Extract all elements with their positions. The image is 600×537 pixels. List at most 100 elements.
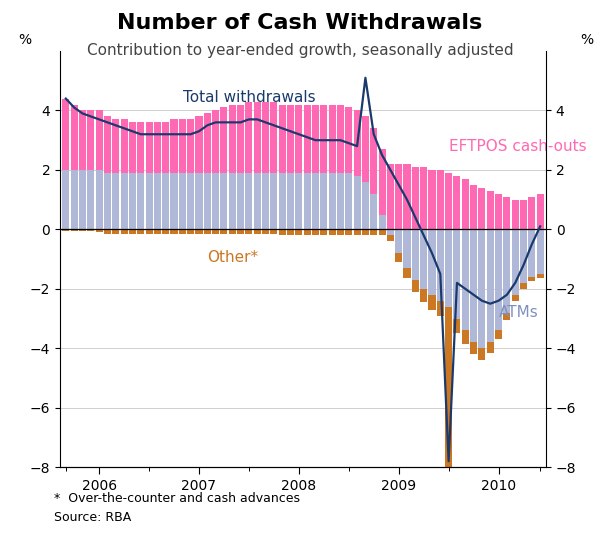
Text: Other*: Other* (207, 250, 258, 265)
Bar (428, 170, 436, 229)
Bar (121, 173, 128, 229)
Bar (454, 229, 460, 318)
Bar (345, 107, 352, 173)
Bar (353, 229, 361, 235)
Bar (129, 122, 136, 173)
Bar (220, 173, 227, 229)
Bar (262, 173, 269, 229)
Bar (470, 185, 477, 229)
Bar (395, 229, 402, 253)
Bar (395, 253, 402, 262)
Bar (295, 173, 302, 229)
Bar (520, 200, 527, 229)
Bar (403, 164, 410, 229)
Bar (362, 229, 369, 235)
Bar (71, 105, 77, 170)
Bar (121, 229, 128, 234)
Text: Contribution to year-ended growth, seasonally adjusted: Contribution to year-ended growth, seaso… (86, 43, 514, 58)
Bar (162, 122, 169, 173)
Bar (212, 111, 219, 173)
Text: %: % (580, 33, 593, 47)
Bar (146, 122, 152, 173)
Bar (420, 167, 427, 229)
Bar (278, 173, 286, 229)
Bar (112, 229, 119, 234)
Bar (170, 173, 178, 229)
Bar (287, 173, 294, 229)
Bar (536, 229, 544, 274)
Bar (320, 173, 328, 229)
Bar (362, 182, 369, 229)
Bar (312, 105, 319, 173)
Bar (278, 229, 286, 235)
Bar (104, 173, 111, 229)
Bar (529, 197, 535, 229)
Bar (512, 229, 519, 295)
Bar (137, 229, 144, 234)
Bar (520, 229, 527, 283)
Bar (536, 274, 544, 278)
Bar (495, 330, 502, 339)
Bar (428, 229, 436, 295)
Bar (237, 229, 244, 234)
Bar (212, 173, 219, 229)
Bar (495, 194, 502, 229)
Bar (254, 229, 261, 234)
Bar (353, 111, 361, 176)
Bar (320, 229, 328, 235)
Bar (304, 173, 311, 229)
Bar (512, 200, 519, 229)
Bar (146, 173, 152, 229)
Bar (154, 122, 161, 173)
Bar (445, 173, 452, 229)
Bar (370, 128, 377, 194)
Bar (204, 113, 211, 173)
Bar (104, 229, 111, 234)
Bar (121, 119, 128, 173)
Bar (278, 105, 286, 173)
Bar (437, 229, 444, 301)
Bar (437, 170, 444, 229)
Bar (529, 229, 535, 277)
Bar (179, 119, 186, 173)
Bar (312, 173, 319, 229)
Bar (162, 229, 169, 234)
Bar (196, 173, 203, 229)
Bar (220, 107, 227, 173)
Text: %: % (19, 33, 32, 47)
Bar (329, 173, 335, 229)
Bar (187, 229, 194, 234)
Bar (262, 229, 269, 234)
Bar (271, 229, 277, 234)
Bar (187, 173, 194, 229)
Bar (520, 283, 527, 289)
Bar (395, 164, 402, 229)
Bar (179, 173, 186, 229)
Bar (179, 229, 186, 234)
Bar (536, 194, 544, 229)
Bar (154, 229, 161, 234)
Bar (62, 99, 70, 170)
Text: EFTPOS cash-outs: EFTPOS cash-outs (449, 139, 586, 154)
Bar (204, 173, 211, 229)
Bar (87, 229, 94, 231)
Bar (137, 122, 144, 173)
Bar (112, 173, 119, 229)
Bar (170, 119, 178, 173)
Bar (162, 173, 169, 229)
Bar (487, 343, 494, 353)
Text: *  Over-the-counter and cash advances: * Over-the-counter and cash advances (54, 492, 300, 505)
Bar (503, 313, 511, 320)
Bar (454, 176, 460, 229)
Bar (129, 229, 136, 234)
Bar (262, 101, 269, 173)
Bar (454, 318, 460, 333)
Bar (462, 179, 469, 229)
Bar (412, 167, 419, 229)
Bar (437, 301, 444, 316)
Bar (478, 349, 485, 360)
Text: Total withdrawals: Total withdrawals (182, 90, 315, 105)
Bar (379, 229, 386, 235)
Bar (295, 105, 302, 173)
Bar (320, 105, 328, 173)
